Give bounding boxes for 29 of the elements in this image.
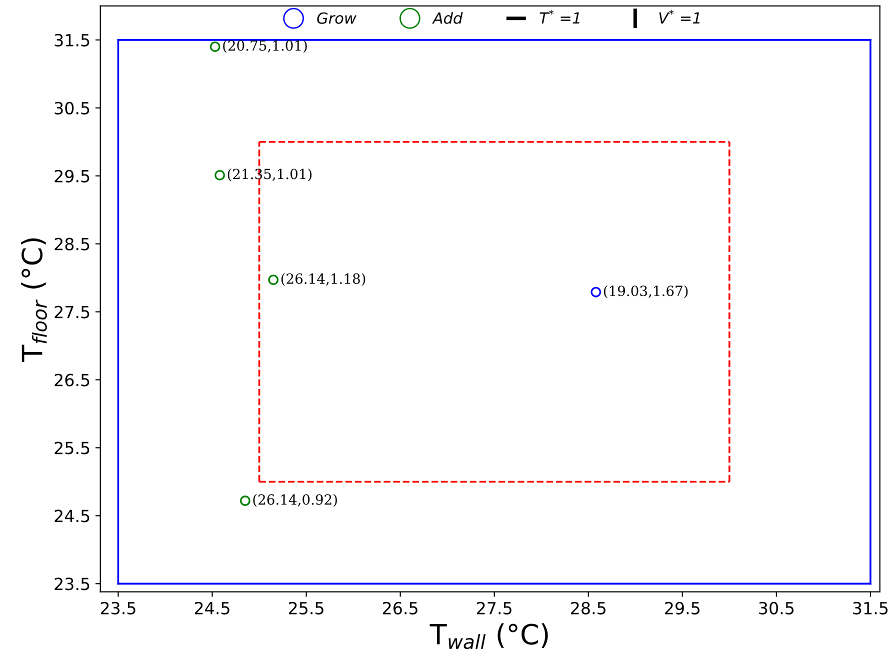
x-tick-label: 23.5 xyxy=(100,602,136,614)
y-tick-label: 29.5 xyxy=(54,170,90,182)
x-axis-title: T$_{wall}$ (°C) xyxy=(430,623,548,650)
data-label: (26.14,1.18) xyxy=(281,273,366,286)
x-tick-label: 26.5 xyxy=(382,602,418,614)
x-tick-label: 24.5 xyxy=(194,602,230,614)
y-tick-label: 26.5 xyxy=(54,374,90,386)
x-tick-label: 30.5 xyxy=(759,602,794,614)
y-tick-label: 24.5 xyxy=(54,510,90,522)
y-tick-label: 27.5 xyxy=(54,306,90,318)
legend-label: Grow xyxy=(317,12,356,24)
data-label: (26.14,0.92) xyxy=(253,494,337,507)
x-tick-label: 29.5 xyxy=(665,602,700,614)
x-tick-label: 25.5 xyxy=(288,602,324,614)
data-label: (20.75,1.01) xyxy=(223,40,307,53)
y-axis-title: T$_{floor}$ (°C) xyxy=(21,238,47,362)
x-tick-label: 27.5 xyxy=(477,602,512,614)
y-tick-label: 25.5 xyxy=(54,442,90,454)
x-tick-label: 31.5 xyxy=(853,602,888,614)
x-tick-label: 28.5 xyxy=(571,602,606,614)
y-tick-label: 23.5 xyxy=(54,578,90,590)
y-tick-label: 30.5 xyxy=(54,102,90,114)
y-tick-label: 28.5 xyxy=(54,238,90,250)
y-tick-label: 31.5 xyxy=(54,34,90,47)
data-label: (21.35,1.01) xyxy=(228,168,312,182)
data-label: (19.03,1.67) xyxy=(604,285,688,298)
annotation: V$^{*}$ =1 xyxy=(659,10,700,24)
annotation: T$^{*}$ =1 xyxy=(540,10,580,24)
legend-label: Add xyxy=(432,12,463,24)
